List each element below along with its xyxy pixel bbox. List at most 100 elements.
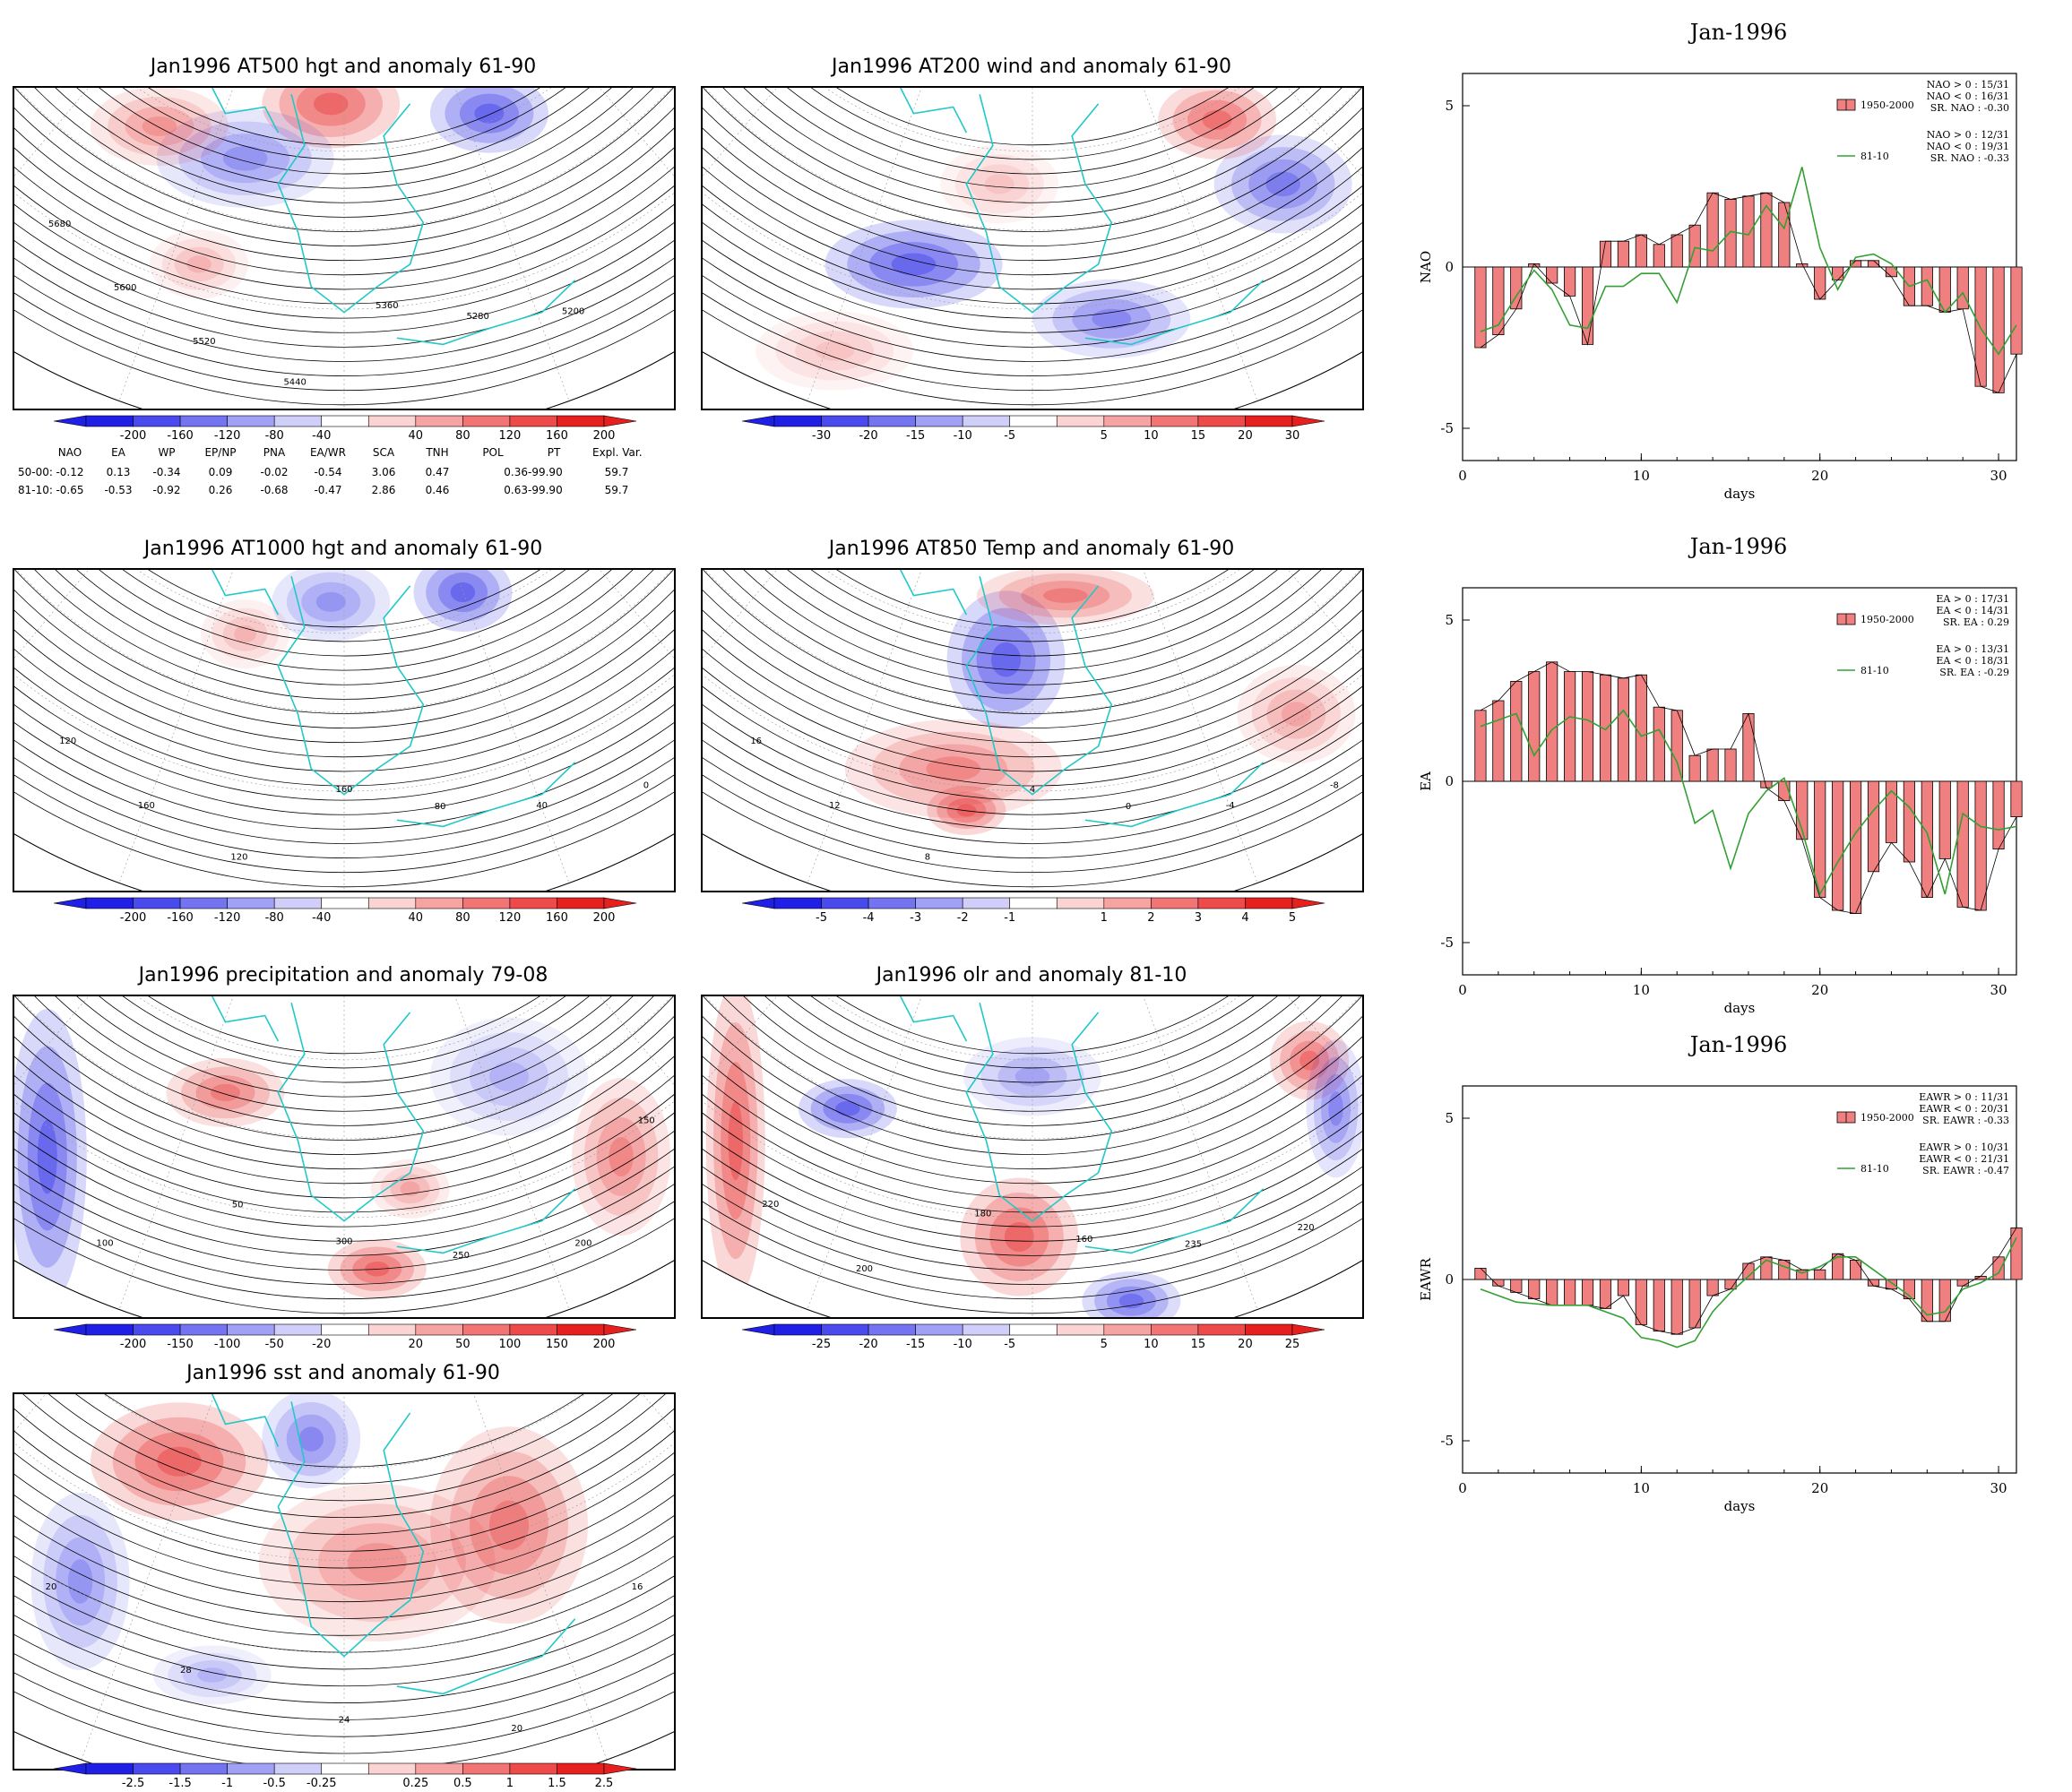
colorbar-box <box>868 415 916 427</box>
coastline-alaska <box>212 88 280 134</box>
anomaly-shading <box>37 1119 57 1194</box>
colorbar-tick-label: -1 <box>1004 911 1015 925</box>
contour-line <box>703 570 1362 628</box>
contour-line <box>14 996 674 1098</box>
coastline-caribbean <box>1084 1188 1265 1254</box>
colorbar-tick-label: -200 <box>120 911 147 925</box>
map-content <box>14 570 674 891</box>
colorbar-box <box>915 1323 963 1336</box>
colorbar-canvas: -200 -150 -100 -50 -20 20 50 100 150 200 <box>53 1323 637 1351</box>
anomaly-shading <box>91 1402 268 1521</box>
coastline-north-america <box>965 575 1113 796</box>
colorbar-box <box>415 415 463 427</box>
colorbar-box <box>179 415 228 427</box>
bar <box>1938 1279 1951 1322</box>
colorbar-box <box>462 897 511 909</box>
coastline-caribbean <box>396 1618 576 1695</box>
anomaly-shading <box>1290 1040 1330 1081</box>
contour-line <box>14 1394 674 1552</box>
table-cell: 59.7 <box>604 484 629 496</box>
contour-label: 5360 <box>376 301 398 311</box>
colorbar-tick-label: -50 <box>265 1338 284 1351</box>
colorbar-tick-label: 20 <box>1238 429 1253 443</box>
contour-line <box>703 996 1362 1242</box>
contour-line <box>14 1394 674 1485</box>
bar <box>1867 780 1880 873</box>
colorbar-canvas: -5 -4 -3 -2 -1 1 2 3 4 5 <box>741 897 1325 925</box>
bar <box>1528 671 1541 782</box>
colorbar-tick-label: -10 <box>954 1338 972 1351</box>
bar <box>1992 1256 2005 1280</box>
bar <box>1635 234 1647 268</box>
colorbar-tick-label: -1.5 <box>168 1777 191 1790</box>
legend-stat: EA < 0 : 18/31 <box>1936 655 2009 667</box>
anomaly-shading <box>178 121 312 196</box>
colorbar-canvas: -200 -160 -120 -80 -40 40 80 120 160 200 <box>53 415 637 443</box>
colorbar-box <box>273 897 323 909</box>
colorbar-tick-label: -0.5 <box>263 1777 285 1790</box>
anomaly-shading <box>134 1432 224 1492</box>
bar <box>1564 1279 1576 1306</box>
colorbar-tick-label: -1 <box>221 1777 233 1790</box>
colorbar-tip <box>53 1323 87 1336</box>
chart-canvas: 0 10 20 30 5 0 -5 days NAO 1950-2000 NAO > 0 : 15/… <box>1418 73 2023 502</box>
anomaly-shading <box>400 1181 420 1197</box>
colorbar-tick-label: 1 <box>506 1777 514 1790</box>
colorbar-box <box>557 415 605 427</box>
colorbar-box <box>1197 1323 1246 1336</box>
anomaly-shading <box>489 1500 529 1550</box>
bar <box>1956 1279 1969 1287</box>
anomaly-shading <box>474 103 505 124</box>
colorbar-tick-label: -30 <box>812 429 831 443</box>
bar <box>1474 1267 1487 1280</box>
bar <box>1814 266 1826 300</box>
anomaly-shading <box>940 144 1059 224</box>
map-plot: 5200 5280 5360 5440 5520 5600 5680 <box>13 86 676 410</box>
contour-line <box>703 88 1362 189</box>
x-tick-label: 20 <box>1811 468 1828 484</box>
colorbar-box <box>321 415 369 427</box>
contour-label: 200 <box>574 1239 591 1249</box>
contour-line <box>14 570 674 874</box>
colorbar-box <box>962 1323 1011 1336</box>
contour-label: 50 <box>232 1201 244 1210</box>
colorbar-canvas: -30 -20 -15 -10 -5 5 10 15 20 30 <box>741 415 1325 443</box>
chart-canvas: 0 10 20 30 5 0 -5 days EAWR 1950-2000 EAWR > 0 : 1… <box>1418 1085 2023 1514</box>
contour-line <box>14 88 674 348</box>
contour-label: 20 <box>511 1724 522 1734</box>
map-title: Jan1996 precipitation and anomaly 79-08 <box>138 964 548 986</box>
contour-line <box>14 88 674 262</box>
anomaly-shading <box>962 607 1051 711</box>
contour-line <box>14 1394 674 1519</box>
legend-stat: NAO < 0 : 16/31 <box>1927 90 2009 102</box>
anomaly-shading <box>201 599 290 669</box>
anomaly-shading <box>370 1159 450 1219</box>
colorbar-tick-label: -3 <box>910 911 921 925</box>
legend-stat: EAWR > 0 : 11/31 <box>1919 1091 2009 1103</box>
contour-line <box>14 570 674 815</box>
colorbar-tick-label: 15 <box>1191 1338 1206 1351</box>
contour-label: 160 <box>138 801 155 811</box>
map-content <box>14 996 674 1317</box>
colorbar: -200 -160 -120 -80 -40 40 80 120 160 200 <box>53 414 637 443</box>
anomaly-shading <box>262 88 401 149</box>
colorbar-tip <box>603 1762 637 1775</box>
colorbar-tip <box>741 897 775 909</box>
anomaly-shading <box>67 1559 93 1604</box>
legend-stat: EA > 0 : 13/31 <box>1936 643 2009 655</box>
table-cell: 0.46 <box>425 484 450 496</box>
anomaly-shading <box>298 1426 324 1452</box>
contour-label: 0 <box>643 781 649 791</box>
x-tick-label: 0 <box>1458 468 1467 484</box>
contour-line <box>703 570 1362 874</box>
x-tick-label: 10 <box>1633 1480 1650 1496</box>
contour-line <box>14 996 674 1112</box>
colorbar-box <box>1103 1323 1152 1336</box>
anomaly-shading <box>1021 581 1110 611</box>
contour-line <box>14 996 674 1126</box>
colorbar-box <box>773 415 822 427</box>
colorbar-tick-label: 25 <box>1285 1338 1300 1351</box>
colorbar-tick-label: 120 <box>498 429 521 443</box>
table-cell: 2.86 <box>371 484 396 496</box>
map-plot: 220 235 160 180 200 220 <box>701 995 1364 1319</box>
